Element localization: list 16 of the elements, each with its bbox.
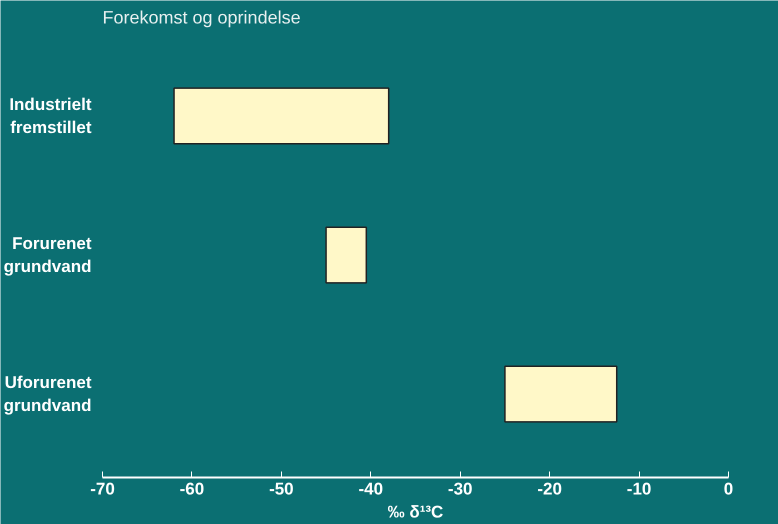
x-tick-label: -10 — [626, 480, 652, 498]
x-tick-label: -40 — [358, 480, 384, 498]
x-tick-label: -30 — [448, 480, 473, 498]
x-tick-label: -70 — [90, 480, 115, 498]
bar — [504, 366, 618, 423]
x-tick-label: -60 — [180, 480, 204, 498]
bar — [173, 87, 390, 144]
x-tick-label: -20 — [537, 480, 562, 498]
bar — [325, 226, 368, 284]
y-tick-label: Uforurenet grundvand — [4, 373, 92, 415]
x-tick-label: 0 — [724, 480, 734, 498]
x-axis-title: ‰ δ¹³C — [388, 502, 444, 522]
x-tick-label: -50 — [269, 480, 294, 498]
y-tick-label: Forurenet grundvand — [4, 234, 92, 276]
y-tick-label: Industrielt fremstillet — [9, 95, 92, 137]
chart-title: Forekomst og oprindelse — [102, 8, 301, 28]
